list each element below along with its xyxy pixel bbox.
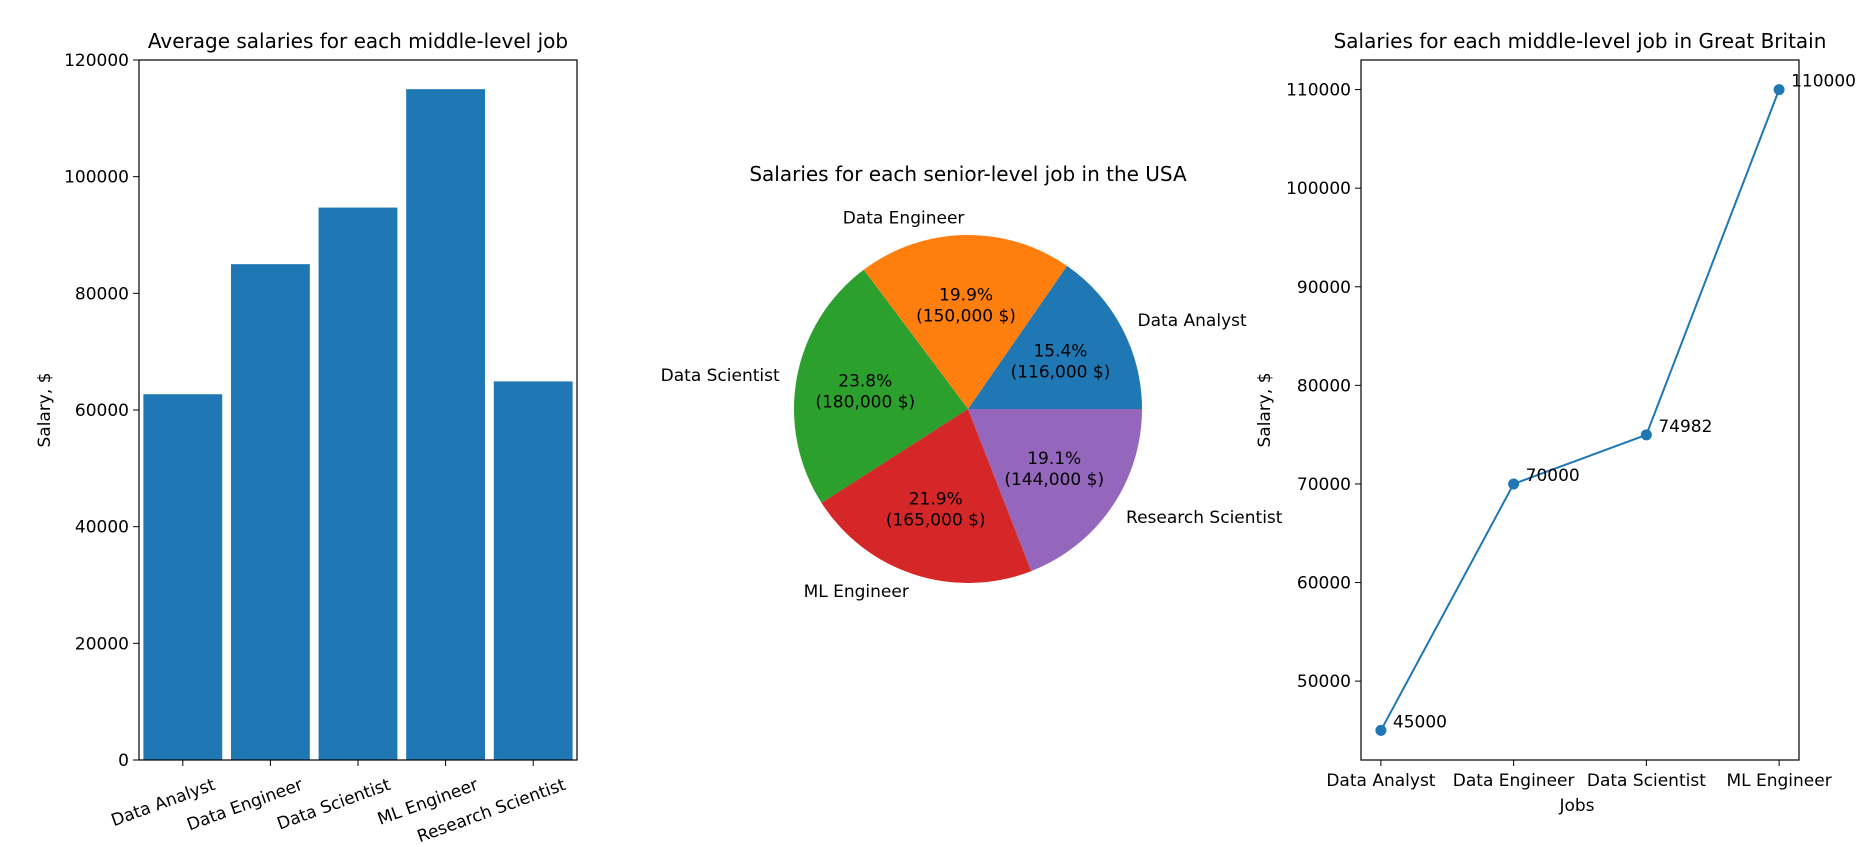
line-chart-y-tick-label: 70000 [1297, 475, 1351, 495]
line-chart-x-tick-label: Data Scientist [1587, 771, 1706, 791]
bar [406, 89, 486, 760]
bar-chart: Average salaries for each middle-level j… [35, 29, 578, 847]
pie-category-label: Data Scientist [661, 366, 780, 386]
pie-percent-label: 23.8% [838, 371, 892, 391]
line-chart-y-tick-label: 100000 [1286, 179, 1351, 199]
pie-value-label: (144,000 $) [1004, 470, 1104, 490]
bar-chart-y-tick-label: 0 [118, 751, 129, 771]
line-point [1640, 429, 1652, 441]
line-chart-title: Salaries for each middle-level job in Gr… [1334, 29, 1827, 53]
line-chart-frame [1360, 59, 1800, 761]
bar-chart-y-tick-label: 60000 [75, 401, 129, 421]
bar-chart-y-tick-label: 100000 [64, 168, 129, 188]
pie-category-label: Data Engineer [843, 209, 965, 229]
bar [493, 381, 573, 760]
pie-percent-label: 19.1% [1027, 449, 1081, 469]
bar-chart-frame [138, 59, 578, 761]
pie-chart-title: Salaries for each senior-level job in th… [749, 162, 1187, 186]
pie-percent-label: 19.9% [939, 286, 993, 306]
line-point [1375, 724, 1387, 736]
line-chart-x-tick-label: Data Analyst [1326, 771, 1435, 791]
line-data-label: 74982 [1658, 417, 1712, 437]
line-chart-x-tick-label: Data Engineer [1453, 771, 1575, 791]
bar-chart-y-tick-label: 40000 [75, 518, 129, 538]
bar-chart-y-tick-label: 80000 [75, 284, 129, 304]
line-data-label: 110000 [1791, 72, 1856, 92]
pie-slice [793, 269, 968, 503]
line-chart-y-ticks: 50000 60000 70000 80000 90000 100000 110000 [1286, 81, 1361, 692]
pie-value-label: (150,000 $) [916, 307, 1016, 327]
bar [230, 264, 310, 760]
line-chart-y-tick-label: 90000 [1297, 278, 1351, 298]
bar-chart-y-axis-label: Salary, $ [35, 372, 55, 447]
bar [143, 394, 223, 760]
bar-chart-y-ticks: 0 20000 40000 60000 80000 100000 120000 [64, 51, 139, 771]
pie-chart-labels: Data Analyst 15.4%(116,000 $) Data Enginee… [661, 209, 1283, 602]
bar-chart-x-tick-label: Research Scientist [415, 775, 569, 847]
pie-category-label: Data Analyst [1138, 311, 1247, 331]
pie-slice [821, 409, 1032, 583]
bar-chart-bars [143, 89, 573, 761]
pie-chart-slices [793, 235, 1142, 583]
line-chart: Salaries for each middle-level job in Gr… [1255, 29, 1856, 816]
pie-value-label: (165,000 $) [886, 510, 986, 530]
pie-percent-label: 15.4% [1033, 342, 1087, 362]
pie-chart: Salaries for each senior-level job in th… [661, 162, 1283, 602]
bar-chart-title: Average salaries for each middle-level j… [148, 29, 568, 53]
line-point [1773, 84, 1785, 96]
line-chart-series: 45000 70000 74982 110000 [1375, 72, 1856, 736]
pie-slice [968, 409, 1142, 572]
line-chart-x-tick-label: ML Engineer [1726, 771, 1831, 791]
pie-category-label: ML Engineer [804, 582, 909, 602]
pie-value-label: (116,000 $) [1011, 363, 1111, 383]
bar [318, 207, 398, 761]
line-series-path [1380, 89, 1781, 731]
bar-chart-y-tick-label: 20000 [75, 634, 129, 654]
bar-chart-y-tick-label: 120000 [64, 51, 129, 71]
line-chart-x-ticks: Data Analyst Data Engineer Data Scientist M… [1326, 760, 1832, 791]
line-chart-y-tick-label: 110000 [1286, 81, 1351, 101]
line-chart-x-axis-label: Jobs [1558, 796, 1594, 816]
line-point [1508, 478, 1520, 490]
pie-category-label: Research Scientist [1126, 508, 1283, 528]
line-chart-y-tick-label: 60000 [1297, 574, 1351, 594]
line-data-label: 45000 [1393, 712, 1447, 732]
pie-slice [863, 235, 1068, 409]
pie-value-label: (180,000 $) [815, 392, 915, 412]
line-data-label: 70000 [1526, 466, 1580, 486]
pie-slice [968, 265, 1142, 409]
pie-percent-label: 21.9% [909, 489, 963, 509]
line-chart-y-axis-label: Salary, $ [1255, 372, 1275, 447]
line-chart-y-tick-label: 50000 [1297, 672, 1351, 692]
line-chart-y-tick-label: 80000 [1297, 376, 1351, 396]
